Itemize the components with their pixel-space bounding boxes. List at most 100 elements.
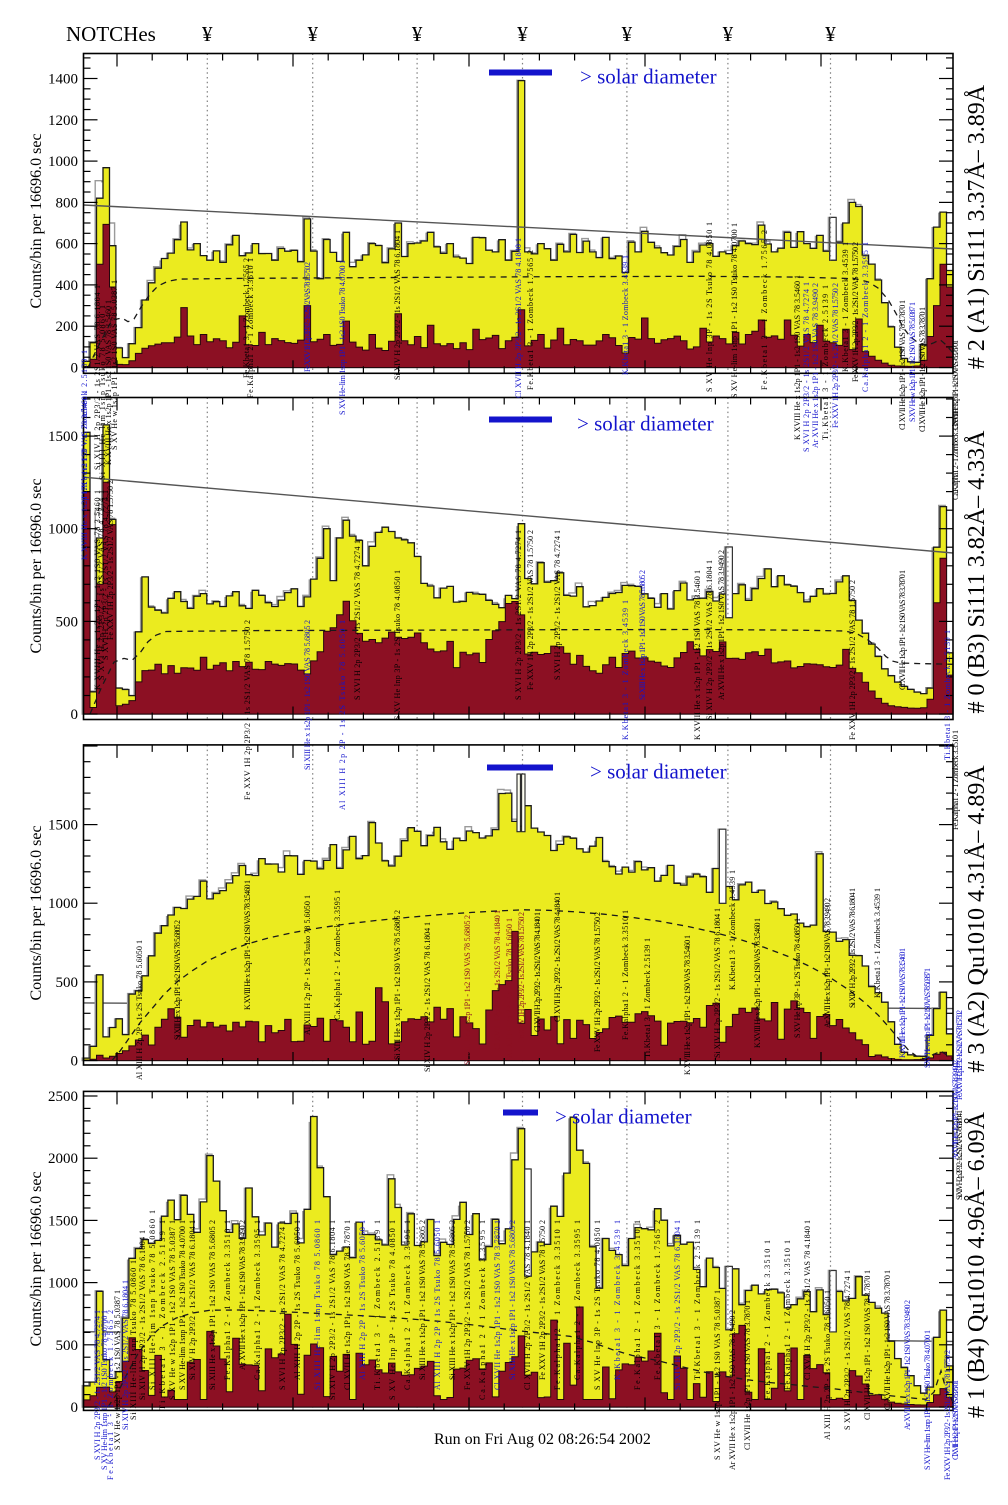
svg-text:Fe XXV 1H 2p 2P3/2 - 1s 2S1/2: Fe XXV 1H 2p 2P3/2 - 1s 2S1/2 VAS 78 1.5… — [517, 912, 526, 1042]
svg-text:Fe.Kbeta1 3 - 1 Zombeck 1.75: Fe.Kbeta1 3 - 1 Zombeck 1.7565 2 — [653, 1220, 662, 1380]
svg-text:¥: ¥ — [723, 22, 734, 46]
svg-text:# 3 (A2) Qu1010 4.31Å– 4.89Å: # 3 (A2) Qu1010 4.31Å– 4.89Å — [964, 765, 990, 1073]
svg-text:Al XIII H 2p 2P - 1s 2S Tsuko: Al XIII H 2p 2P - 1s 2S Tsuko 78 5.6050 … — [338, 620, 347, 810]
svg-text:Ca.Kalpha1 2 - 1 Zombeck 3.3: Ca.Kalpha1 2 - 1 Zombeck 3.3595 1 — [573, 1220, 582, 1380]
svg-text:500: 500 — [56, 975, 79, 991]
svg-text:Si XIII He-lim 1snp Tsuko 78: Si XIII He-lim 1snp Tsuko 78 5.0860 1 — [148, 1210, 157, 1390]
svg-text:> solar diameter: > solar diameter — [580, 65, 717, 89]
svg-text:K XVIII He x 1s2p 1P1 - 1s2 1S: K XVIII He x 1s2p 1P1 - 1s2 1S0 VAS 78 3… — [104, 300, 113, 465]
svg-text:# 0 (B3) Si111 3.82Å– 4.33Å: # 0 (B3) Si111 3.82Å– 4.33Å — [964, 430, 990, 714]
svg-text:Counts/bin per 16696.0 sec: Counts/bin per 16696.0 sec — [28, 133, 45, 308]
svg-text:K.Kbeta1 3 - 1 Zombeck 3.453: K.Kbeta1 3 - 1 Zombeck 3.4539 1 — [873, 888, 882, 998]
svg-text:Fe XXV 1H 2p 2P3/2 - 1s 2S1/2: Fe XXV 1H 2p 2P3/2 - 1s 2S1/2 VAS 78 1.5… — [303, 262, 312, 372]
svg-text:Ti.Kbeta1 3 - 1 Zombeck 2.51: Ti.Kbeta1 3 - 1 Zombeck 2.5139 1 — [693, 1220, 702, 1380]
svg-text:Cl XVII He 1s2p 1P1 - 1s2 1S0: Cl XVII He 1s2p 1P1 - 1s2 1S0 VAS 78 3.7… — [493, 1220, 502, 1390]
svg-text:K XVIII He x 1s2p 1P1 - 1s2 1S: K XVIII He x 1s2p 1P1 - 1s2 1S0 VAS 78 3… — [243, 880, 252, 1010]
svg-text:Fe XXV 1H 2p 2P3/2 - 1s 2S1/2: Fe XXV 1H 2p 2P3/2 - 1s 2S1/2 VAS 78 1.5… — [463, 1220, 472, 1390]
svg-text:Fe.Kalpha1 2 - 1 Zombeck 3.3: Fe.Kalpha1 2 - 1 Zombeck 3.3510 1 — [223, 1220, 232, 1380]
svg-text:Ca.Kalpha1 2 - 1 Zombeck 3.3: Ca.Kalpha1 2 - 1 Zombeck 3.3595 1 — [951, 410, 960, 500]
svg-text:S XV He lnp 3P - 1s 2S Tsuko 7: S XV He lnp 3P - 1s 2S Tsuko 78 4.0850 1 — [393, 570, 402, 720]
svg-text:Fe XXV 1H 2p 2P3/2 - 1s 2S1/2: Fe XXV 1H 2p 2P3/2 - 1s 2S1/2 VAS 78 1.5… — [243, 620, 252, 800]
svg-text:2500: 2500 — [48, 1089, 78, 1105]
svg-text:Fe XXV 1H 2p 2P3/2 - 1s 2S1/2: Fe XXV 1H 2p 2P3/2 - 1s 2S1/2 VAS 78 1.5… — [851, 242, 860, 382]
svg-text:# 1 (B4) Qu1010 4.96Å– 6.09Å: # 1 (B4) Qu1010 4.96Å– 6.09Å — [964, 1111, 990, 1418]
svg-text:Ti.Kbeta1 3 - 1 Zombeck 2.51: Ti.Kbeta1 3 - 1 Zombeck 2.5139 1 — [158, 1220, 167, 1410]
svg-text:K XVIII He x 1s2p 1P1 - 1s2 1S: K XVIII He x 1s2p 1P1 - 1s2 1S0 VAS 78 3… — [93, 490, 102, 690]
svg-text:Si XIV H 2p 2P3/2 - 1s 2S1/2 V: Si XIV H 2p 2P3/2 - 1s 2S1/2 VAS 78 6.18… — [138, 1230, 147, 1400]
svg-text:2000: 2000 — [48, 1151, 78, 1167]
svg-text:K XVIII He x 1s2p 1P1 - 1s2 1S: K XVIII He x 1s2p 1P1 - 1s2 1S0 VAS 78 3… — [683, 935, 692, 1075]
svg-text:Si XIII He x 1s2p 1P1 - 1s2 1S: Si XIII He x 1s2p 1P1 - 1s2 1S0 VAS 78 5… — [508, 1220, 517, 1380]
svg-text:Run on Fri Aug 02 08:26:54 200: Run on Fri Aug 02 08:26:54 2002 — [434, 1431, 651, 1448]
svg-text:Cl XVII He 1s2p 1P1 - 1s2 1S0: Cl XVII He 1s2p 1P1 - 1s2 1S0 VAS 78 3.7… — [951, 340, 960, 430]
svg-text:Fe.Kalpha1 2 - 1 Zombeck 3.3: Fe.Kalpha1 2 - 1 Zombeck 3.3510 1 — [621, 910, 630, 1040]
svg-text:1500: 1500 — [48, 1213, 78, 1229]
svg-text:Si XIII He x 1s2p 1P1 - 1s2 1S: Si XIII He x 1s2p 1P1 - 1s2 1S0 VAS 78 5… — [463, 915, 472, 1065]
svg-text:500: 500 — [56, 614, 79, 630]
svg-text:600: 600 — [56, 237, 79, 253]
svg-text:S XV He lnp 3P - 1s 2S Tsuko 7: S XV He lnp 3P - 1s 2S Tsuko 78 4.0850 1 — [793, 918, 802, 1038]
svg-text:Si XIV H 2p 2P3/2 - 1s 2S1/2 V: Si XIV H 2p 2P3/2 - 1s 2S1/2 VAS 78 6.18… — [705, 560, 714, 720]
svg-text:Fe XXV 1H 2p 2P3/2 - 1s 2S1/2: Fe XXV 1H 2p 2P3/2 - 1s 2S1/2 VAS 78 1.5… — [593, 912, 602, 1052]
svg-text:S XV He lnp 3P - 1s 2S Tsuko 7: S XV He lnp 3P - 1s 2S Tsuko 78 4.0850 1 — [388, 1220, 397, 1400]
svg-text:Fe.Kbeta1 3 - 1 Zombeck 1.75: Fe.Kbeta1 3 - 1 Zombeck 1.7565 2 — [242, 258, 251, 378]
svg-text:1200: 1200 — [48, 113, 78, 129]
svg-text:S XV He w 1s2p 1P1 - 1s2 1S0 V: S XV He w 1s2p 1P1 - 1s2 1S0 VAS 78 5.03… — [113, 1290, 122, 1450]
svg-text:400: 400 — [56, 278, 79, 294]
svg-text:Cl XVII He 1s2p 1P1 - 1s2 1S0: Cl XVII He 1s2p 1P1 - 1s2 1S0 VAS 78 3.7… — [883, 1270, 892, 1410]
svg-text:S XV He-lim 1snp 1P1 - 1s2 1S0: S XV He-lim 1snp 1P1 - 1s2 1S0 Tsuko 78 … — [338, 260, 347, 415]
svg-text:500: 500 — [56, 1338, 79, 1354]
svg-text:S XV He-lim 1snp 1P1 - 1s2 1S0: S XV He-lim 1snp 1P1 - 1s2 1S0 Tsuko 78 … — [923, 1330, 932, 1470]
svg-text:Fe XXV 1H 2p 2P3/2 - 1s 2S1/2: Fe XXV 1H 2p 2P3/2 - 1s 2S1/2 VAS 78 1.5… — [526, 530, 535, 690]
svg-text:Cl XVII He 1s2p 1P1 - 1s2 1S0: Cl XVII He 1s2p 1P1 - 1s2 1S0 VAS 78 3.7… — [743, 1300, 752, 1450]
svg-text:Si XIV H 2p 2P3/2 - 1s 2S1/2 V: Si XIV H 2p 2P3/2 - 1s 2S1/2 VAS 78 6.18… — [713, 908, 722, 1058]
svg-text:Si XIII He x 1s2p 1P1 - 1s2 1S: Si XIII He x 1s2p 1P1 - 1s2 1S0 VAS 78 5… — [208, 1220, 217, 1390]
svg-text:Cl XVII He 1s2p 1P1 - 1s2 1S0: Cl XVII He 1s2p 1P1 - 1s2 1S0 VAS 78 3.7… — [898, 570, 907, 690]
svg-text:¥: ¥ — [517, 22, 528, 46]
svg-text:1500: 1500 — [48, 818, 78, 834]
svg-text:K XVIII He x 1s2p 1P1 - 1s2 1S: K XVIII He x 1s2p 1P1 - 1s2 1S0 VAS 78 3… — [753, 918, 762, 1048]
svg-text:Fe XXV 1H 2p 2P3/2 - 1s 2S1/2: Fe XXV 1H 2p 2P3/2 - 1s 2S1/2 VAS 78 1.5… — [831, 283, 840, 428]
svg-text:Fe XXV 1H 2p 2P3/2 - 1s 2S1/2: Fe XXV 1H 2p 2P3/2 - 1s 2S1/2 VAS 78 1.5… — [955, 1010, 964, 1100]
svg-text:S XVI H 2p 2P3/2 - 1s 2S1/2 VA: S XVI H 2p 2P3/2 - 1s 2S1/2 VAS 78 4.727… — [93, 1310, 102, 1460]
svg-text:Al XIII H 2p 2P - 1s 2S Tsuko: Al XIII H 2p 2P - 1s 2S Tsuko 78 5.6050 … — [358, 1220, 367, 1380]
svg-text:Cl XVII He 1s2p 1P1 - 1s2 1S0: Cl XVII He 1s2p 1P1 - 1s2 1S0 VAS 78 3.7… — [951, 1380, 960, 1460]
svg-text:S XVI H 2p 2P3/2 - 1s 2S1/2 VA: S XVI H 2p 2P3/2 - 1s 2S1/2 VAS 78 4.727… — [843, 1270, 852, 1430]
svg-text:# 2 (A1) Si111 3.37Å– 3.89Å: # 2 (A1) Si111 3.37Å– 3.89Å — [964, 84, 990, 369]
svg-text:S XV He w 1s2p 1P1 - 1s2 1S0 V: S XV He w 1s2p 1P1 - 1s2 1S0 VAS 78 5.03… — [923, 968, 932, 1068]
svg-text:Si XIII He x 1s2p 1P1 - 1s2 1S: Si XIII He x 1s2p 1P1 - 1s2 1S0 VAS 78 5… — [418, 1220, 427, 1380]
svg-text:Counts/bin per 16696.0 sec: Counts/bin per 16696.0 sec — [28, 478, 45, 653]
svg-text:Cl XVII He 1s2p 1P1 - 1s2 1S0: Cl XVII He 1s2p 1P1 - 1s2 1S0 VAS 78 3.7… — [918, 307, 927, 432]
svg-text:Fe.Kbeta1 3 - 1 Zombeck 1.75: Fe.Kbeta1 3 - 1 Zombeck 1.7565 2 — [760, 230, 769, 390]
svg-text:Cl XVII H 2p 2P3/2 - 1s 2S1/2: Cl XVII H 2p 2P3/2 - 1s 2S1/2 VAS 78 4.1… — [533, 912, 542, 1032]
svg-text:Si XIV H 2p 2P3/2 - 1s 2S1/2 V: Si XIV H 2p 2P3/2 - 1s 2S1/2 VAS 78 6.18… — [328, 1220, 337, 1400]
svg-text:¥: ¥ — [412, 22, 423, 46]
svg-text:Fe.Kbeta1 3 - 1 Zombeck 1.75: Fe.Kbeta1 3 - 1 Zombeck 1.7565 2 — [526, 250, 535, 390]
svg-text:Fe XXV 1H 2p 2P3/2 - 1s 2S1/2: Fe XXV 1H 2p 2P3/2 - 1s 2S1/2 VAS 78 1.5… — [538, 1220, 547, 1380]
svg-text:NOTCHes: NOTCHes — [66, 22, 156, 46]
svg-text:Fe XXV 1H 2p 2P3/2 - 1s 2S1/2: Fe XXV 1H 2p 2P3/2 - 1s 2S1/2 VAS 78 1.5… — [106, 480, 115, 640]
svg-text:Si XIII He x 1s2p 1P1 - 1s2 1S: Si XIII He x 1s2p 1P1 - 1s2 1S0 VAS 78 5… — [303, 620, 312, 770]
svg-text:Ti.Kbeta1 3 - 1 Zombeck 2.51: Ti.Kbeta1 3 - 1 Zombeck 2.5139 1 — [643, 938, 652, 1058]
svg-text:S XV He-lim 1snp 1P1 - 1s2 1S0: S XV He-lim 1snp 1P1 - 1s2 1S0 Tsuko 78 … — [178, 1220, 187, 1390]
svg-text:¥: ¥ — [622, 22, 633, 46]
svg-text:K XVIII He x 1s2p 1P1 - 1s2 1S: K XVIII He x 1s2p 1P1 - 1s2 1S0 VAS 78 3… — [898, 948, 907, 1058]
svg-text:S XV He lnp 3P - 1s 2S Tsuko 7: S XV He lnp 3P - 1s 2S Tsuko 78 4.0850 1 — [593, 1220, 602, 1390]
svg-text:K.Kbeta1 3 - 1 Zombeck 3.453: K.Kbeta1 3 - 1 Zombeck 3.4539 1 — [621, 255, 630, 375]
svg-text:Si XIII He-lim 1snp Tsuko 78: Si XIII He-lim 1snp Tsuko 78 5.0860 1 — [129, 1260, 138, 1420]
svg-text:Si XIII He x 1s2p 1P1 - 1s2 1S: Si XIII He x 1s2p 1P1 - 1s2 1S0 VAS 78 5… — [448, 1220, 457, 1380]
svg-text:800: 800 — [56, 195, 79, 211]
svg-text:> solar diameter: > solar diameter — [577, 412, 714, 436]
svg-text:Cl XVII H 2p 2P3/2 - 1s 2S1/2: Cl XVII H 2p 2P3/2 - 1s 2S1/2 VAS 78 4.1… — [514, 238, 523, 398]
svg-text:Ar XVII He x 1s2p 1P1 - 1s2 1S: Ar XVII He x 1s2p 1P1 - 1s2 1S0 VAS 78 3… — [717, 550, 726, 700]
svg-text:S XV He lnp 3P - 1s 2S Tsuko 7: S XV He lnp 3P - 1s 2S Tsuko 78 4.0850 1 — [705, 222, 714, 392]
svg-text:Si XIV H 2p 2P3/2 - 1s 2S1/2 V: Si XIV H 2p 2P3/2 - 1s 2S1/2 VAS 78 6.18… — [93, 285, 102, 470]
svg-text:Al XIII H 2p 2P - 1s 2S Tsuko: Al XIII H 2p 2P - 1s 2S Tsuko 78 5.6050 … — [823, 1290, 832, 1440]
svg-text:Ar XVII He x 1s2p 1P1 - 1s2 1S: Ar XVII He x 1s2p 1P1 - 1s2 1S0 VAS 78 3… — [951, 1060, 960, 1160]
svg-text:K.Kbeta1 3 - 1 Zombeck 3.453: K.Kbeta1 3 - 1 Zombeck 3.4539 1 — [728, 870, 737, 990]
svg-text:0: 0 — [71, 1400, 79, 1416]
svg-text:Ti.Kbeta1 3 - 1 Zombeck 2.51: Ti.Kbeta1 3 - 1 Zombeck 2.5139 1 — [80, 350, 89, 500]
svg-text:Al XIII H 2p 2P - 1s 2S Tsuko: Al XIII H 2p 2P - 1s 2S Tsuko 78 5.6050 … — [135, 940, 144, 1080]
svg-text:K XVIII He x 1s2p 1P1 - 1s2 1S: K XVIII He x 1s2p 1P1 - 1s2 1S0 VAS 78 3… — [793, 275, 802, 440]
svg-text:Si XIII He x 1s2p 1P1 - 1s2 1S: Si XIII He x 1s2p 1P1 - 1s2 1S0 VAS 78 5… — [638, 570, 647, 700]
